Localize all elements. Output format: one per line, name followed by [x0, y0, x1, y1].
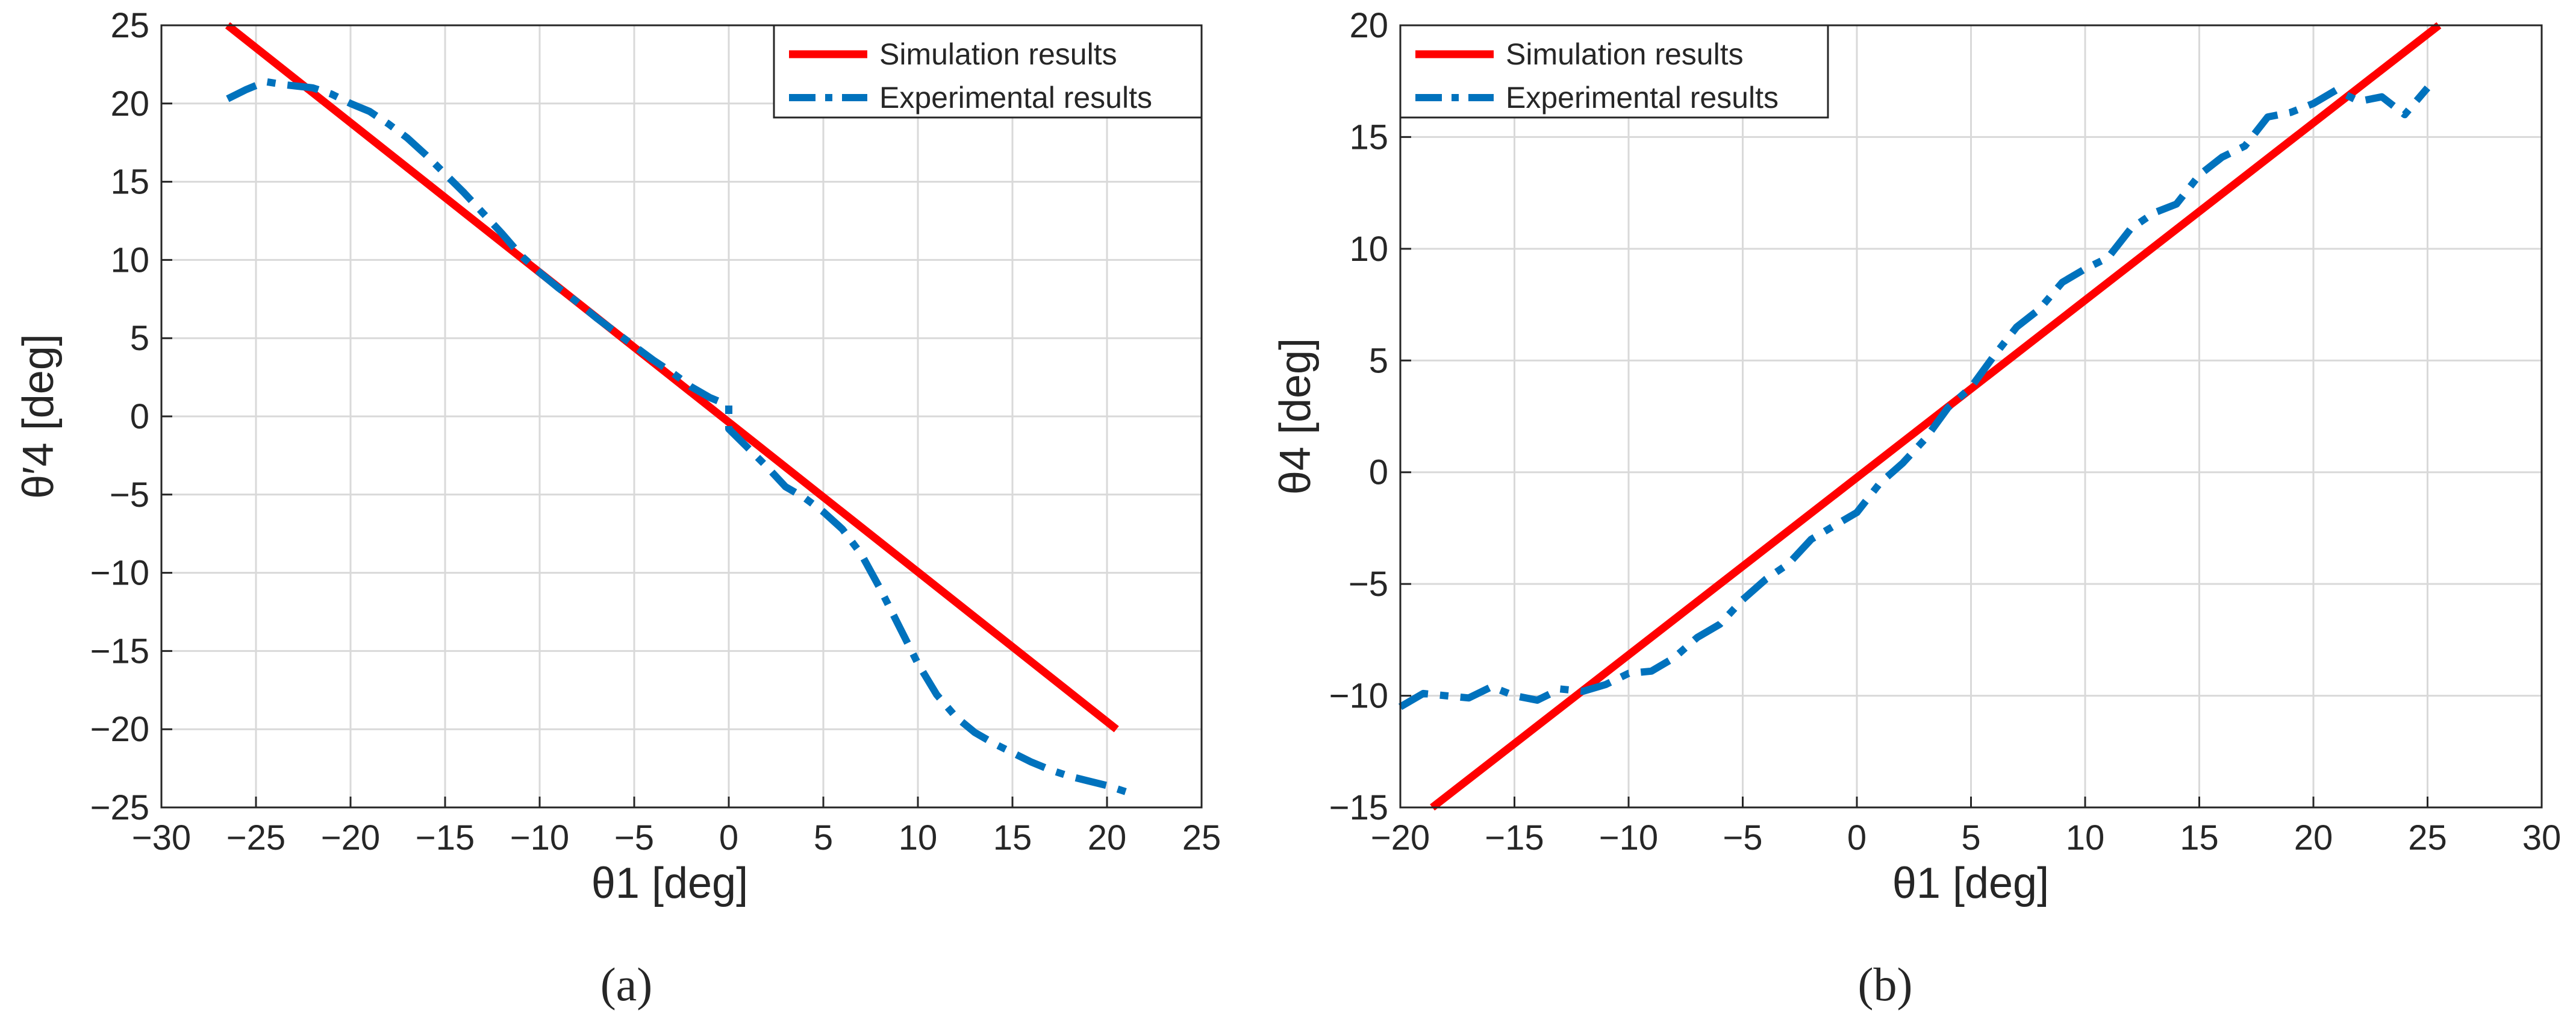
y-tick-label-b-5: 10 [1349, 230, 1388, 269]
experimental-line-b [1398, 85, 2431, 710]
y-tick-label-a-9: 20 [110, 84, 149, 124]
x-tick-label-b-2: −10 [1599, 818, 1658, 857]
x-tick-label-b-8: 20 [2294, 818, 2333, 857]
x-axis-label-b: θ1 [deg] [1892, 859, 2049, 907]
y-tick-label-b-4: 5 [1369, 341, 1388, 380]
x-tick-label-b-6: 10 [2066, 818, 2105, 857]
simulation-line-b [1430, 22, 2442, 811]
x-tick-label-a-5: −5 [614, 818, 654, 857]
y-tick-label-a-4: −5 [110, 475, 149, 515]
y-tick-label-b-6: 15 [1349, 118, 1388, 157]
caption-b: (b) [1858, 958, 1913, 1010]
y-tick-label-b-2: −5 [1349, 565, 1388, 604]
x-tick-label-a-3: −15 [416, 818, 475, 857]
x-tick-label-b-4: 0 [1847, 818, 1867, 857]
y-tick-label-a-7: 10 [110, 240, 149, 280]
x-tick-label-a-11: 25 [1182, 818, 1221, 857]
x-tick-label-b-3: −5 [1723, 818, 1762, 857]
legend-label-a-1: Experimental results [879, 81, 1152, 114]
chart-panel-b: −20 −15 −10 −5 0 5 10 15 20 25 30−15−10−505101520 … [1271, 6, 2561, 1010]
simulation-line-a [225, 22, 1119, 733]
chart-panel-a: −30 −25 −20 −15 −10 −5 0 5 10 15 20 25−25−20−15−10−… [14, 6, 1221, 1010]
legend-label-b-0: Simulation results [1506, 37, 1744, 71]
x-axis-label-a: θ1 [deg] [591, 859, 748, 907]
legend-label-b-1: Experimental results [1506, 81, 1779, 114]
y-tick-label-a-1: −20 [90, 710, 149, 749]
x-tick-label-b-9: 25 [2408, 818, 2447, 857]
legend-box-a [773, 24, 1203, 119]
x-tick-label-a-1: −25 [226, 818, 285, 857]
y-tick-label-a-6: 5 [130, 319, 149, 358]
x-tick-label-a-2: −20 [321, 818, 380, 857]
x-tick-label-b-1: −15 [1485, 818, 1544, 857]
y-tick-label-b-0: −15 [1329, 788, 1388, 827]
x-tick-label-a-0: −30 [132, 818, 191, 857]
x-tick-label-a-6: 0 [719, 818, 738, 857]
y-tick-label-a-5: 0 [130, 397, 149, 436]
y-tick-label-b-7: 20 [1349, 6, 1388, 45]
x-tick-label-a-7: 5 [814, 818, 833, 857]
y-tick-label-a-0: −25 [90, 788, 149, 827]
x-tick-label-a-8: 10 [899, 818, 938, 857]
y-tick-label-a-8: 15 [110, 163, 149, 202]
legend-label-a-0: Simulation results [879, 37, 1117, 71]
legend-box-b [1399, 24, 1829, 119]
y-axis-label-b: θ4 [deg] [1271, 338, 1320, 495]
legend-b: Simulation results Experimental results [1399, 24, 1829, 119]
x-tick-label-b-0: −20 [1371, 818, 1430, 857]
x-tick-label-b-5: 5 [1961, 818, 1980, 857]
x-tick-label-a-10: 20 [1088, 818, 1127, 857]
y-tick-label-b-1: −10 [1329, 677, 1388, 716]
experimental-line-a [226, 78, 1127, 795]
x-tick-label-b-7: 15 [2180, 818, 2219, 857]
y-axis-label-a: θ′4 [deg] [14, 334, 63, 499]
legend-a: Simulation results Experimental results [773, 24, 1203, 119]
caption-a: (a) [600, 958, 653, 1010]
x-tick-label-b-10: 30 [2522, 818, 2562, 857]
x-tick-label-a-4: −10 [510, 818, 569, 857]
y-tick-label-a-2: −15 [90, 631, 149, 671]
y-tick-label-a-3: −10 [90, 554, 149, 593]
y-tick-label-a-10: 25 [110, 6, 149, 45]
y-tick-label-b-3: 0 [1369, 453, 1388, 492]
x-tick-label-a-9: 15 [993, 818, 1032, 857]
